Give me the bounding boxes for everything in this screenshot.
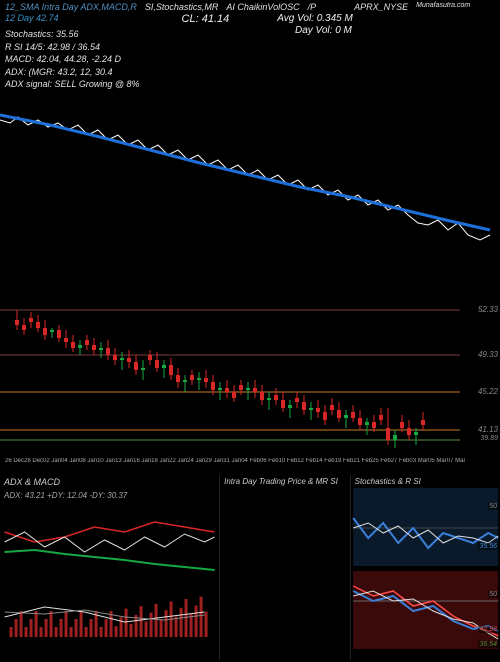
date-tick: 12 Feb [297,458,316,472]
date-tick: 04 Feb [241,458,260,472]
date-tick: 10 Jan [97,458,115,472]
rsi-value: R SI 14/5: 42.98 / 36.54 [5,41,140,54]
date-axis: 26 Dec28 Dec02 Jan04 Jan08 Jan10 Jan13 J… [5,458,465,472]
rsi-y-label: 36.54 [478,641,498,648]
date-tick: 19 Feb [335,458,354,472]
stochastics-value: Stochastics: 35.56 [5,28,140,41]
date-tick: 10 Feb [279,458,298,472]
price-level-label: 52.33 [478,305,498,314]
date-tick: 21 Feb [353,458,372,472]
adx-value: ADX: (MGR: 43.2, 12, 30.4 [5,66,140,79]
adx-signal: ADX signal: SELL Growing @ 8% [5,78,140,91]
date-tick: 07 Mar [447,458,465,472]
indicator-panels: ADX & MACD ADX: 43.21 +DY: 12.04 -DY: 30… [0,475,500,660]
stoch-panel-title: Stochastics & R SI [351,475,500,488]
date-tick: 31 Jan [223,458,241,472]
date-tick: 14 Feb [316,458,335,472]
day-vol: Day Vol: 0 M [295,25,352,36]
date-tick: 05 Mar [428,458,447,472]
close-price: CL: 41.14 [182,13,230,25]
avg-vol: Avg Vol: 0.345 M [277,13,353,25]
stoch-y-label: 50 [488,503,498,510]
chaikin-header: AI ChaikinVolOSC [226,2,299,12]
date-tick: 24 Jan [187,458,205,472]
intraday-panel: Intra Day Trading Price & MR SI [220,475,350,660]
date-tick: 29 Jan [205,458,223,472]
chart-container: 12_SMA Intra Day ADX,MACD,R SI,Stochasti… [0,0,500,660]
sma-header: 12_SMA Intra Day ADX,MACD,R [5,2,137,12]
adx-macd-panel: ADX & MACD ADX: 43.21 +DY: 12.04 -DY: 30… [0,475,220,660]
rsi-y-label: 50 [488,591,498,598]
site-label: Munafasutra.com [416,2,470,12]
stochastics-chart [351,488,500,566]
stoch-y-label: 35.56 [478,543,498,550]
date-tick: 06 Feb [260,458,279,472]
price-line-chart [0,95,500,285]
price-level-label: 39.89 [480,435,498,442]
rsi-chart [351,571,500,649]
date-tick: 22 Jan [169,458,187,472]
adx-chart [0,502,219,577]
adx-panel-title: ADX & MACD [0,475,219,489]
si-header: SI,Stochastics,MR [145,2,219,12]
date-tick: 03 Mar [409,458,428,472]
p-header: /P [308,2,317,12]
adx-info: ADX: 43.21 +DY: 12.04 -DY: 30.37 [0,489,219,502]
ticker-label: APRX_NYSE [354,2,408,12]
date-tick: 26 Dec [5,458,24,472]
date-tick: 16 Jan [133,458,151,472]
date-tick: 28 Dec [24,458,43,472]
date-tick: 27 Feb [391,458,410,472]
price-level-label: 41.13 [478,425,498,434]
date-tick: 08 Jan [79,458,97,472]
rsi-y-label: 42.98 [478,626,498,633]
indicator-stats: Stochastics: 35.56 R SI 14/5: 42.98 / 36… [5,28,140,91]
price-level-label: 45.22 [478,387,498,396]
macd-value: MACD: 42.04, 44.28, -2.24 D [5,53,140,66]
date-tick: 04 Jan [61,458,79,472]
intraday-title: Intra Day Trading Price & MR SI [220,475,349,488]
date-tick: 13 Jan [115,458,133,472]
stochastics-rsi-panel: Stochastics & R SI 50 35.56 50 42.98 36.54 [351,475,500,660]
date-tick: 18 Jan [151,458,169,472]
candlestick-chart [0,300,500,455]
date-tick: 02 Jan [43,458,61,472]
price-level-label: 49.33 [478,350,498,359]
sma-value: 12 Day 42.74 [5,13,59,25]
macd-chart [0,582,219,657]
date-tick: 25 Feb [372,458,391,472]
